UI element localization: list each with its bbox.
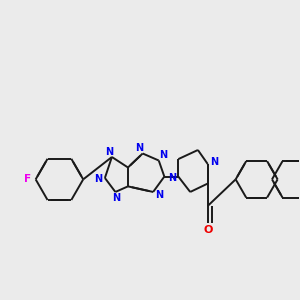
Text: O: O <box>203 225 212 236</box>
Text: N: N <box>155 190 163 200</box>
Text: N: N <box>210 157 218 167</box>
Text: N: N <box>94 174 103 184</box>
Text: N: N <box>112 193 120 203</box>
Text: F: F <box>24 174 32 184</box>
Text: N: N <box>168 173 176 183</box>
Text: N: N <box>105 147 113 157</box>
Text: N: N <box>159 150 167 160</box>
Text: N: N <box>135 143 143 153</box>
